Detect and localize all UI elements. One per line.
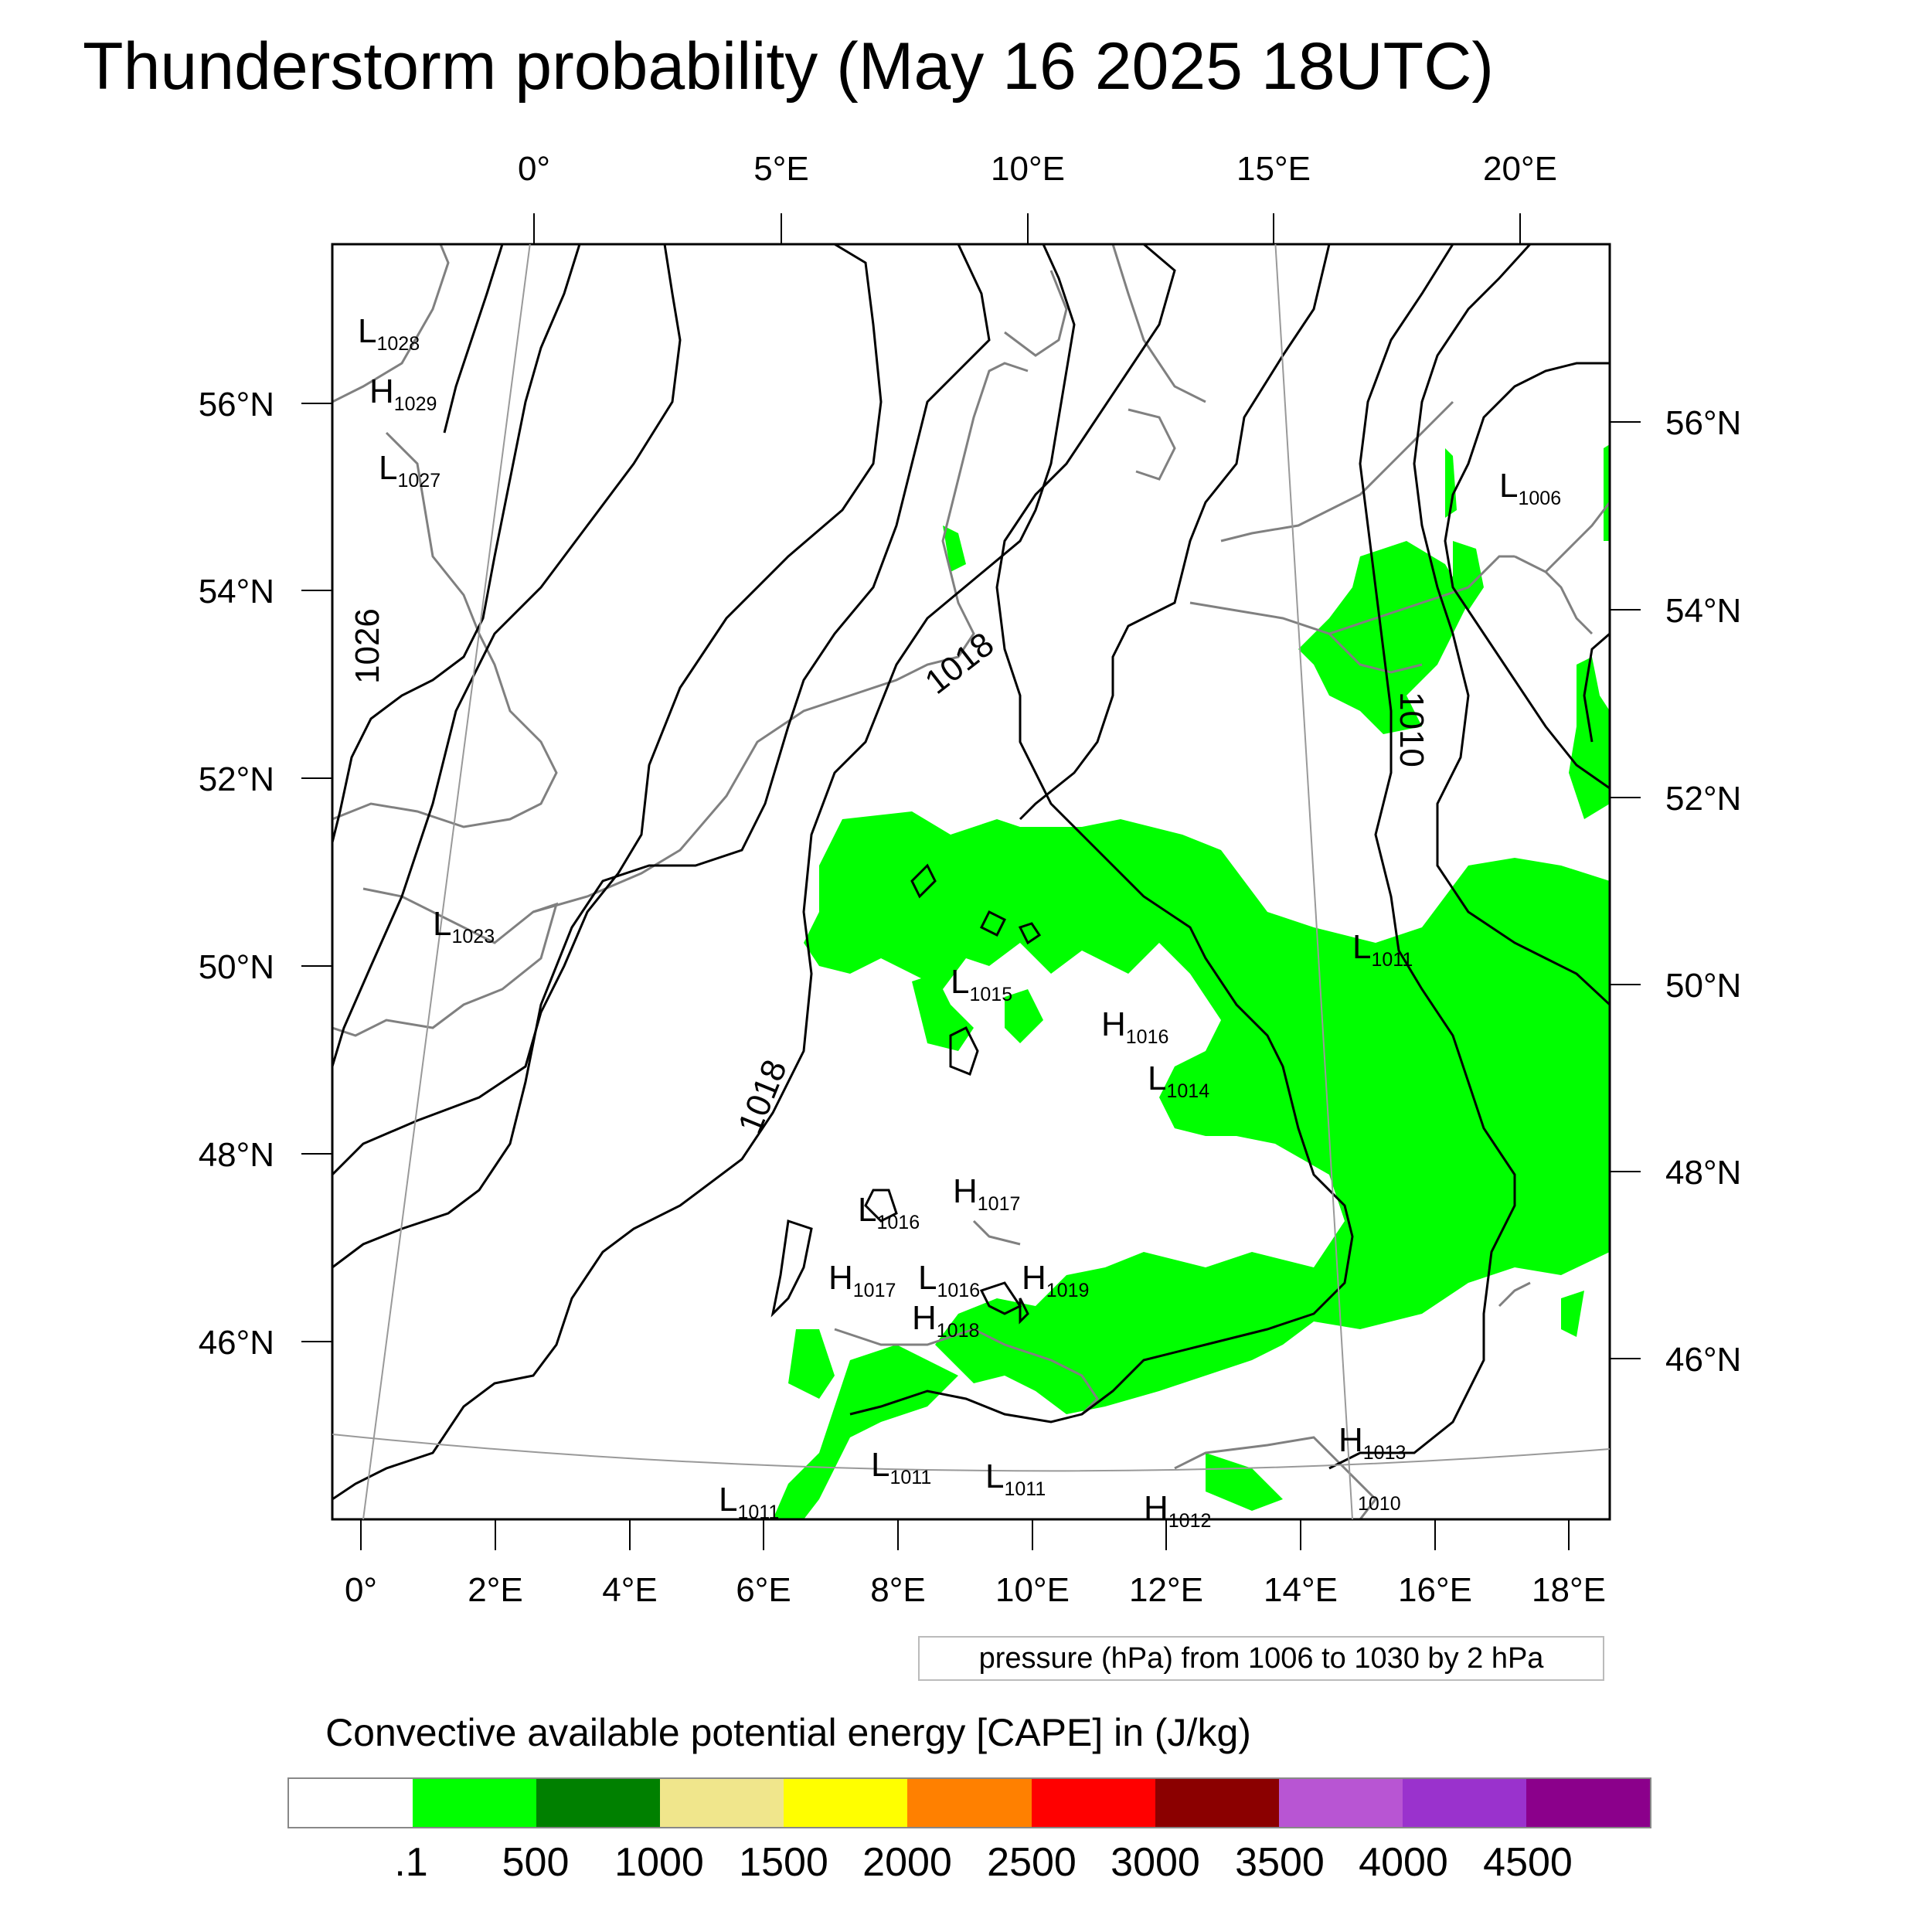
right-lat-ticks xyxy=(1610,421,1641,1359)
colorbar-label: 4000 xyxy=(1359,1840,1448,1885)
colorbar-swatch xyxy=(413,1779,537,1827)
colorbar-swatch xyxy=(289,1779,413,1827)
bottom-lon-label-4e: 4°E xyxy=(602,1571,657,1609)
contour-info-box: pressure (hPa) from 1006 to 1030 by 2 hP… xyxy=(918,1636,1604,1681)
pressure-center: L1014 xyxy=(1148,1060,1209,1102)
colorbar-swatch xyxy=(1031,1779,1155,1827)
pressure-center: L1016 xyxy=(918,1259,980,1301)
top-lon-label-20e: 20°E xyxy=(1483,150,1557,188)
bottom-lon-label-18e: 18°E xyxy=(1532,1571,1606,1609)
pressure-center: L1006 xyxy=(1499,467,1561,509)
left-lat-label-56n: 56°N xyxy=(199,386,274,423)
colorbar-label: 3000 xyxy=(1111,1840,1200,1885)
left-lat-label-48n: 48°N xyxy=(199,1136,274,1174)
bottom-lon-label-0: 0° xyxy=(345,1571,377,1609)
bottom-lon-label-14e: 14°E xyxy=(1264,1571,1338,1609)
colorbar-label: 1500 xyxy=(739,1840,828,1885)
colorbar-swatch xyxy=(1278,1779,1403,1827)
left-lat-label-50n: 50°N xyxy=(199,948,274,986)
isobar-label-1018-south: 1018 xyxy=(731,1055,794,1139)
pressure-center: L1028 xyxy=(358,312,420,355)
pressure-center: H1016 xyxy=(1101,1005,1168,1048)
colorbar-label: 500 xyxy=(502,1840,570,1885)
colorbar-label: 3500 xyxy=(1235,1840,1325,1885)
bottom-lon-ticks xyxy=(360,1519,1570,1550)
pressure-center: H1017 xyxy=(953,1172,1020,1215)
graticule xyxy=(332,244,1610,1519)
pressure-center: H1017 xyxy=(828,1259,896,1301)
colorbar-swatch xyxy=(784,1779,908,1827)
isobar-label-1018-north: 1018 xyxy=(918,625,1001,702)
pressure-center: H1012 xyxy=(1144,1489,1211,1532)
top-lon-label-5e: 5°E xyxy=(753,150,808,188)
left-lat-ticks xyxy=(301,403,332,1342)
pressure-center: L1011 xyxy=(985,1458,1046,1500)
colorbar-swatch xyxy=(536,1779,661,1827)
right-lat-label-48n: 48°N xyxy=(1665,1154,1741,1192)
colorbar-label: 1000 xyxy=(614,1840,704,1885)
bottom-lon-label-10e: 10°E xyxy=(995,1571,1070,1609)
bottom-lon-label-2e: 2°E xyxy=(468,1571,522,1609)
top-lon-label-0: 0° xyxy=(518,150,550,188)
pressure-center: L1015 xyxy=(951,963,1012,1005)
pressure-center: L1011 xyxy=(871,1446,931,1488)
bottom-lon-label-12e: 12°E xyxy=(1129,1571,1203,1609)
pressure-center: H1019 xyxy=(1022,1259,1089,1301)
colorbar-swatch xyxy=(1155,1779,1279,1827)
top-lon-label-10e: 10°E xyxy=(991,150,1065,188)
isobar-label-1010: 1010 xyxy=(1393,692,1430,767)
colorbar-label: 2000 xyxy=(862,1840,952,1885)
colorbar-swatch xyxy=(660,1779,784,1827)
right-lat-label-50n: 50°N xyxy=(1665,967,1741,1005)
colorbar-title: Convective available potential energy [C… xyxy=(325,1711,1251,1754)
pressure-center: H1029 xyxy=(369,372,437,415)
isobars xyxy=(332,244,1610,1501)
pressure-center: L1011 xyxy=(1352,928,1413,971)
pressure-center: L1027 xyxy=(379,449,440,492)
left-lat-label-46n: 46°N xyxy=(199,1324,274,1362)
map-frame xyxy=(331,243,1611,1521)
top-lon-ticks xyxy=(533,213,1521,244)
colorbar-swatch xyxy=(1526,1779,1651,1827)
left-lat-label-54n: 54°N xyxy=(199,573,274,611)
colorbar-label: 2500 xyxy=(987,1840,1077,1885)
right-lat-label-52n: 52°N xyxy=(1665,780,1741,818)
colorbar-swatch xyxy=(907,1779,1032,1827)
pressure-center: L1016 xyxy=(858,1191,920,1233)
right-lat-label-56n: 56°N xyxy=(1665,404,1741,442)
pressure-center: 1010 xyxy=(1358,1493,1401,1515)
top-lon-label-15e: 15°E xyxy=(1236,150,1311,188)
pressure-centers: L1028 H1029 L1027 L1023 L1006 L1015 H101… xyxy=(358,312,1561,1532)
pressure-center: H1018 xyxy=(912,1299,979,1342)
isobar-label-1026: 1026 xyxy=(349,608,386,684)
pressure-center: H1013 xyxy=(1338,1421,1406,1464)
map-title: Thunderstorm probability (May 16 2025 18… xyxy=(83,29,1494,104)
colorbar-label: .1 xyxy=(394,1840,428,1885)
pressure-center: L1011 xyxy=(719,1481,779,1523)
right-lat-label-54n: 54°N xyxy=(1665,592,1741,630)
left-lat-label-52n: 52°N xyxy=(199,760,274,798)
bottom-lon-label-16e: 16°E xyxy=(1398,1571,1472,1609)
bottom-lon-label-8e: 8°E xyxy=(870,1571,925,1609)
colorbar-swatch xyxy=(1402,1779,1526,1827)
colorbar xyxy=(287,1777,1651,1828)
bottom-lon-label-6e: 6°E xyxy=(736,1571,791,1609)
colorbar-label: 4500 xyxy=(1483,1840,1573,1885)
pressure-center: L1023 xyxy=(433,905,495,947)
right-lat-label-46n: 46°N xyxy=(1665,1341,1741,1379)
